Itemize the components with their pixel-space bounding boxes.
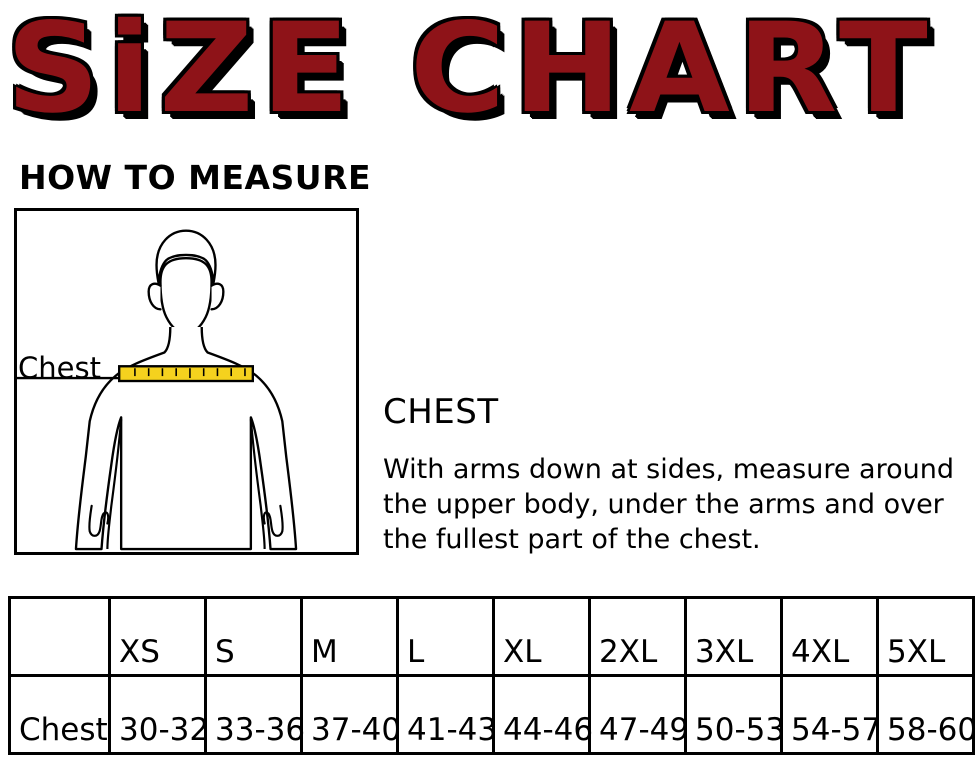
right-ear-icon [210,282,225,311]
title-banner: SiZE CHART [0,0,978,150]
size-table-container: XS S M L XL 2XL 3XL 4XL 5XL Chest 30-32 … [8,596,977,760]
table-header-cell: XL [492,596,591,677]
table-cell: 58-60 [876,674,977,755]
table-row-label: Chest [8,674,111,755]
table-cell: 30-32 [108,674,209,755]
chest-measuring-tape-icon [118,365,255,383]
table-header-cell: XS [108,596,207,677]
table-cell: 44-46 [492,674,593,755]
table-row: Chest 30-32 33-36 37-40 41-43 44-46 47-4… [8,674,977,755]
how-to-measure-heading: HOW TO MEASURE [19,158,372,197]
table-header-row: XS S M L XL 2XL 3XL 4XL 5XL [8,596,975,677]
table-corner-blank [8,596,111,677]
right-hand-icon [262,504,284,537]
face-outline [159,256,213,335]
left-hand-icon [88,504,110,537]
hair-outline [155,229,217,284]
measurement-diagram-box [14,208,359,555]
left-arm-inner-line [106,419,123,550]
table-header-cell: 3XL [684,596,783,677]
table-header-cell: 2XL [588,596,687,677]
body-outline [74,326,298,551]
table-cell: 33-36 [204,674,305,755]
table-header-cell: M [300,596,399,677]
male-torso-figure-icon [17,229,298,551]
table-cell: 50-53 [684,674,785,755]
table-cell: 41-43 [396,674,497,755]
table-header-cell: 5XL [876,596,975,677]
table-cell: 54-57 [780,674,881,755]
left-ear-icon [147,282,162,311]
table-header-cell: S [204,596,303,677]
chest-measure-label: Chest [18,351,101,385]
size-chart-table: XS S M L XL 2XL 3XL 4XL 5XL Chest 30-32 … [8,596,977,755]
table-cell: 37-40 [300,674,401,755]
chest-section-heading: CHEST [383,392,499,432]
page-title: SiZE CHART [6,0,936,141]
right-arm-inner-line [249,419,266,550]
table-cell: 47-49 [588,674,689,755]
table-header-cell: L [396,596,495,677]
chest-section-description: With arms down at sides, measure around … [383,454,954,555]
table-header-cell: 4XL [780,596,879,677]
